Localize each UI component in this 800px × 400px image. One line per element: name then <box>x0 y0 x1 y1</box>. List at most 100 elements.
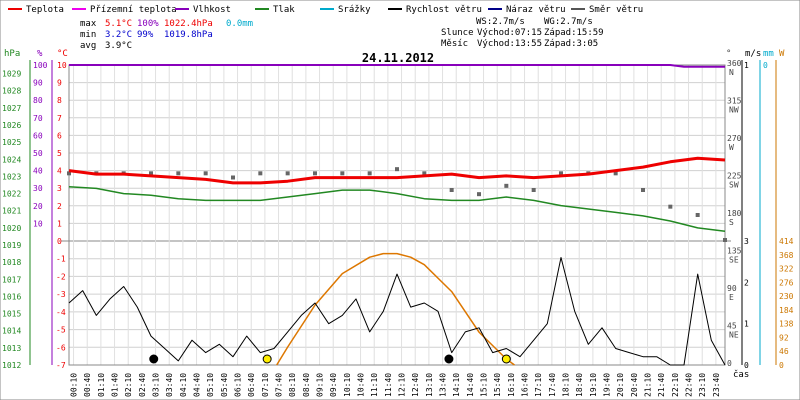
series-temperature <box>68 156 726 185</box>
series-wind-speed <box>68 257 726 366</box>
marker-sunrise <box>262 354 272 364</box>
x-tick-label-15: 07:40 <box>275 373 284 397</box>
wind-dir-mark-0 <box>67 171 71 176</box>
dir-name-3: SW <box>729 181 739 190</box>
w-tick-8: 368 <box>779 251 794 260</box>
x-tick-label-40: 20:10 <box>616 373 625 397</box>
wind-dir-mark-14 <box>449 188 454 192</box>
deg-header: ° <box>726 49 731 59</box>
stats-block: max 5.1°C 100% 1022.4hPa 0.0mm min 3.2°C… <box>80 19 253 51</box>
wind-dir-mark-17 <box>531 188 536 192</box>
x-tick-label-22: 11:10 <box>370 373 379 397</box>
degc-upper-tick-7: 7 <box>57 114 62 123</box>
x-tick-label-38: 19:10 <box>589 373 598 397</box>
ms-tick-2: 2 <box>744 278 749 287</box>
pct-tick-8: 90 <box>33 79 43 88</box>
legend-item-0: Teplota <box>26 5 64 15</box>
x-tick-label-36: 18:10 <box>562 373 571 397</box>
ms-tick-0: 0 <box>744 361 749 370</box>
wind-dir-mark-13 <box>422 171 427 176</box>
w-header: W <box>779 49 785 59</box>
w-tick-0: 0 <box>779 361 784 370</box>
x-tick-label-10: 05:10 <box>206 373 215 397</box>
degc-upper-tick-8: 8 <box>57 96 62 105</box>
stats-min-temp: 3.2°C <box>105 30 132 40</box>
sun-label: Slunce <box>441 28 474 38</box>
degc-lower-tick-3: -4 <box>56 308 66 317</box>
x-tick-label-45: 22:40 <box>685 373 694 397</box>
wind-dir-mark-24 <box>723 238 727 242</box>
pct-tick-4: 50 <box>33 149 43 158</box>
hpa-tick-8: 1020 <box>2 224 21 233</box>
dir-tick-7: 45 <box>727 322 737 331</box>
sun-rise: Východ:07:15 <box>477 28 542 38</box>
w-tick-4: 184 <box>779 306 794 315</box>
plot-area <box>67 64 727 366</box>
dir-name-1: NW <box>729 106 739 115</box>
dir-name-7: NE <box>729 331 739 340</box>
dir-name-5: SE <box>729 256 739 265</box>
wind-dir-mark-5 <box>203 171 208 176</box>
stats-max-press: 1022.4hPa <box>164 19 213 29</box>
pct-tick-7: 80 <box>33 96 43 105</box>
degc-header: °C <box>57 49 68 59</box>
stats-max-temp: 5.1°C <box>105 19 132 29</box>
stats-min-press: 1019.8hPa <box>164 30 213 40</box>
ms-upper-tick-0: 1 <box>744 61 749 70</box>
x-tick-label-20: 10:10 <box>343 373 352 397</box>
hpa-tick-0: 1012 <box>2 361 21 370</box>
hpa-tick-17: 1029 <box>2 70 21 79</box>
w-tick-2: 92 <box>779 333 789 342</box>
dir-tick-2: 270 <box>727 134 742 143</box>
x-tick-label-46: 23:10 <box>698 373 707 397</box>
degc-upper-tick-10: 10 <box>57 61 67 70</box>
ms-tick-3: 3 <box>744 237 749 246</box>
degc-upper-tick-6: 6 <box>57 131 62 140</box>
legend-item-6: Náraz větru <box>506 5 566 15</box>
x-tick-label-14: 07:10 <box>261 373 270 397</box>
wind-dir-mark-4 <box>176 171 181 176</box>
x-tick-label-44: 22:10 <box>671 373 680 397</box>
x-tick-label-12: 06:10 <box>234 373 243 397</box>
degc-lower-tick-0: -7 <box>56 361 66 370</box>
x-tick-label-27: 13:40 <box>439 373 448 397</box>
w-tick-7: 322 <box>779 265 794 274</box>
degc-lower-tick-2: -5 <box>56 326 66 335</box>
x-tick-label-29: 14:40 <box>466 373 475 397</box>
stats-min-label: min <box>80 30 96 40</box>
x-tick-label-2: 01:10 <box>97 373 106 397</box>
wind-dir-mark-9 <box>313 171 317 176</box>
x-tick-label-32: 16:10 <box>507 373 516 397</box>
stats-max-hum: 100% <box>137 19 159 29</box>
degc-upper-tick-5: 5 <box>57 149 62 158</box>
x-tick-label-6: 03:10 <box>152 373 161 397</box>
x-tick-label-41: 20:40 <box>630 373 639 397</box>
degc-lower-tick-1: -6 <box>56 343 66 352</box>
x-tick-label-5: 02:40 <box>138 373 147 397</box>
wind-dir-mark-12 <box>395 167 399 172</box>
wind-dir-mark-15 <box>477 192 481 197</box>
hpa-tick-14: 1026 <box>2 121 21 130</box>
series-humidity <box>69 64 725 68</box>
degc-upper-tick-9: 9 <box>57 79 62 88</box>
legend-item-1: Přízemní teplota <box>90 5 177 15</box>
x-tick-label-8: 04:10 <box>179 373 188 397</box>
stats-avg-label: avg <box>80 41 96 51</box>
axis-headers: hPa % °C ° m/s mm W <box>4 49 785 59</box>
x-tick-label-25: 12:40 <box>411 373 420 397</box>
x-tick-label-9: 04:40 <box>193 373 202 397</box>
x-tick-label-16: 08:10 <box>288 373 297 397</box>
wind-dir-mark-10 <box>340 171 345 176</box>
marker-moonrise <box>444 354 454 364</box>
series-pressure <box>68 185 726 233</box>
x-tick-label-28: 14:10 <box>452 373 461 397</box>
dir-tick-6: 90 <box>727 284 737 293</box>
x-tick-label-35: 17:40 <box>548 373 557 397</box>
hpa-tick-2: 1014 <box>2 327 21 336</box>
hpa-tick-12: 1024 <box>2 155 21 164</box>
x-axis-label: čas <box>733 369 749 380</box>
hpa-tick-16: 1028 <box>2 87 21 96</box>
x-tick-label-47: 23:40 <box>712 373 721 397</box>
